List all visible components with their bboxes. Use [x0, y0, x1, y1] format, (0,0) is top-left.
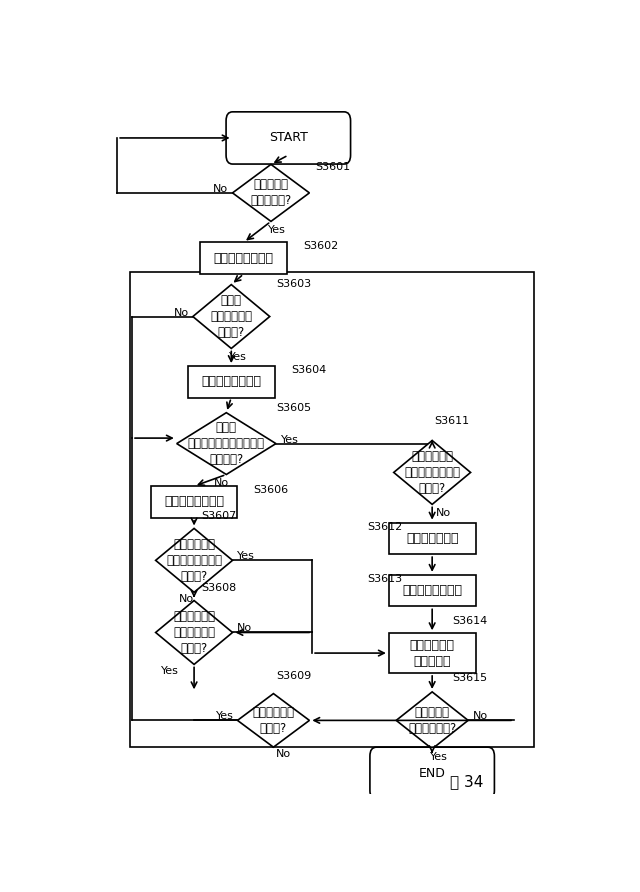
Polygon shape: [232, 164, 309, 221]
Text: 目標シーンの
制限使用人数
以内か?: 目標シーンの 制限使用人数 以内か?: [173, 610, 215, 655]
Text: S3601: S3601: [316, 162, 351, 172]
Text: 出社時刻を
経過したか?: 出社時刻を 経過したか?: [250, 178, 292, 208]
Bar: [388, 523, 476, 554]
Text: No: No: [276, 749, 291, 759]
Polygon shape: [193, 285, 269, 349]
Text: START: START: [269, 131, 308, 145]
Text: 目標シーンへ移動: 目標シーンへ移動: [164, 495, 224, 508]
Text: Yes: Yes: [237, 551, 254, 561]
Text: 目標シーンを選択: 目標シーンを選択: [201, 376, 261, 388]
Text: 利用人数を決定: 利用人数を決定: [406, 532, 458, 545]
Text: Yes: Yes: [161, 666, 179, 676]
FancyBboxPatch shape: [226, 112, 351, 164]
Polygon shape: [177, 413, 276, 475]
Polygon shape: [156, 600, 232, 665]
Text: 複数の
目標シーンが
あるか?: 複数の 目標シーンが あるか?: [211, 294, 252, 339]
Text: S3605: S3605: [276, 402, 311, 413]
Text: 目標シーンの抜出: 目標シーンの抜出: [214, 252, 274, 265]
Bar: [388, 633, 476, 673]
Text: S3608: S3608: [202, 582, 237, 592]
Text: S3612: S3612: [367, 522, 403, 532]
Text: 目標シーンへ移動: 目標シーンへ移動: [402, 584, 462, 597]
Text: Yes: Yes: [281, 435, 299, 445]
Text: 目標シーンの
利用が制限されて
いるか?: 目標シーンの 利用が制限されて いるか?: [404, 450, 460, 495]
Text: 目標シーンの
作業を実施: 目標シーンの 作業を実施: [410, 639, 454, 667]
Bar: [129, 272, 534, 747]
Polygon shape: [156, 528, 232, 592]
Text: No: No: [212, 185, 228, 194]
Text: S3614: S3614: [452, 615, 487, 625]
Text: No: No: [473, 711, 488, 722]
FancyBboxPatch shape: [370, 747, 495, 799]
Polygon shape: [394, 441, 470, 504]
Text: Yes: Yes: [429, 752, 447, 762]
Text: S3603: S3603: [276, 279, 311, 289]
Text: S3615: S3615: [452, 673, 487, 682]
Text: Yes: Yes: [216, 711, 234, 722]
Text: 勤務時間を
過ぎているか?: 勤務時間を 過ぎているか?: [408, 706, 456, 735]
Text: S3611: S3611: [435, 416, 470, 425]
Text: Yes: Yes: [269, 225, 286, 235]
Text: Yes: Yes: [229, 351, 246, 362]
Text: S3606: S3606: [253, 485, 289, 495]
Polygon shape: [396, 692, 468, 749]
Text: 目標シーンの
利用が制限されて
いるか?: 目標シーンの 利用が制限されて いるか?: [166, 538, 222, 582]
Text: 複数の
エージェントが関係する
シーンか?: 複数の エージェントが関係する シーンか?: [188, 421, 265, 467]
Bar: [150, 486, 237, 517]
Text: S3607: S3607: [202, 510, 237, 521]
Polygon shape: [237, 694, 309, 747]
Bar: [188, 366, 275, 398]
Bar: [200, 243, 287, 274]
Bar: [388, 574, 476, 607]
Text: No: No: [436, 508, 451, 517]
Text: S3604: S3604: [291, 365, 326, 375]
Text: S3609: S3609: [276, 671, 311, 681]
Text: S3613: S3613: [367, 574, 403, 583]
Text: 他のシーンが
あるか?: 他のシーンが あるか?: [252, 706, 294, 735]
Text: END: END: [419, 767, 445, 780]
Text: No: No: [214, 478, 229, 488]
Text: No: No: [237, 624, 252, 633]
Text: No: No: [179, 594, 195, 604]
Text: No: No: [173, 308, 189, 318]
Text: S3602: S3602: [303, 241, 339, 252]
Text: 図 34: 図 34: [450, 774, 484, 789]
